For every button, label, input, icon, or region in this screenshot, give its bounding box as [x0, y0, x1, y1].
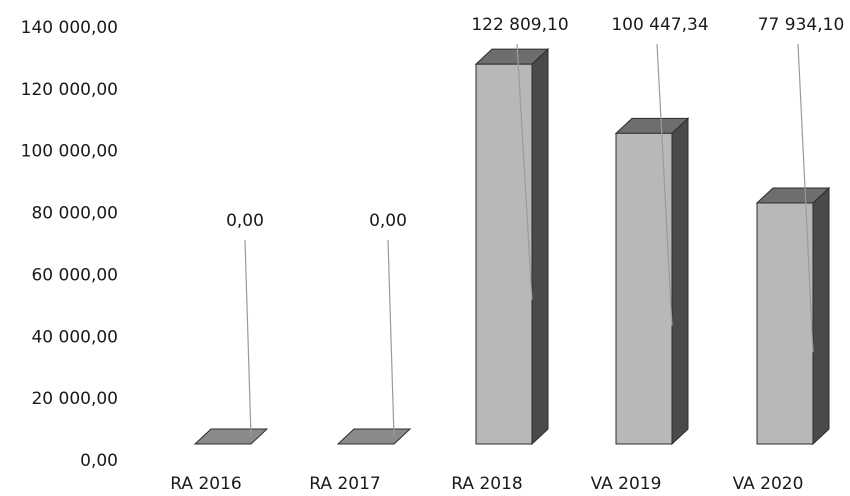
x-axis-categories: RA 2016 RA 2017 RA 2018 VA 2019 VA 2020	[170, 474, 803, 494]
bar-front	[615, 132, 673, 445]
y-tick-label: 60 000,00	[31, 265, 118, 285]
data-label: 77 934,10	[758, 15, 845, 35]
bar-va-2020	[755, 186, 831, 446]
y-tick-label: 140 000,00	[21, 18, 118, 38]
data-label: 0,00	[226, 211, 264, 231]
bar-ra-2018	[474, 48, 550, 446]
y-axis-ticks: 0,00 20 000,00 40 000,00 60 000,00 80 000,00…	[21, 18, 118, 471]
bar-top	[336, 428, 412, 445]
x-category-label: RA 2018	[451, 474, 522, 494]
data-label-leader	[797, 43, 814, 353]
data-label-leader	[244, 239, 252, 438]
data-label-leader	[656, 43, 673, 326]
bar-side	[531, 48, 549, 446]
data-label: 100 447,34	[611, 15, 708, 35]
y-tick-label: 0,00	[80, 451, 118, 471]
y-tick-label: 100 000,00	[21, 142, 118, 162]
y-tick-label: 120 000,00	[21, 80, 118, 100]
y-tick-label: 40 000,00	[31, 327, 118, 347]
bar-side	[812, 186, 830, 446]
bar-front	[756, 202, 814, 445]
data-label-leader	[516, 43, 533, 300]
bar-top	[193, 428, 269, 445]
x-category-label: RA 2016	[170, 474, 241, 494]
bar-ra-2016	[193, 428, 269, 445]
x-category-label: VA 2020	[733, 474, 804, 494]
y-tick-label: 20 000,00	[31, 389, 118, 409]
bar-va-2019	[614, 117, 690, 446]
bar-side	[671, 117, 689, 446]
bar-front	[475, 63, 533, 445]
data-label: 122 809,10	[471, 15, 568, 35]
data-labels: 0,00 0,00 122 809,10 100 447,34 77 934,10	[226, 15, 845, 438]
bars	[193, 48, 831, 446]
y-tick-label: 80 000,00	[31, 204, 118, 224]
data-label: 0,00	[369, 211, 407, 231]
x-category-label: RA 2017	[309, 474, 380, 494]
x-category-label: VA 2019	[591, 474, 662, 494]
bar-ra-2017	[336, 428, 412, 445]
data-label-leader	[387, 239, 395, 438]
